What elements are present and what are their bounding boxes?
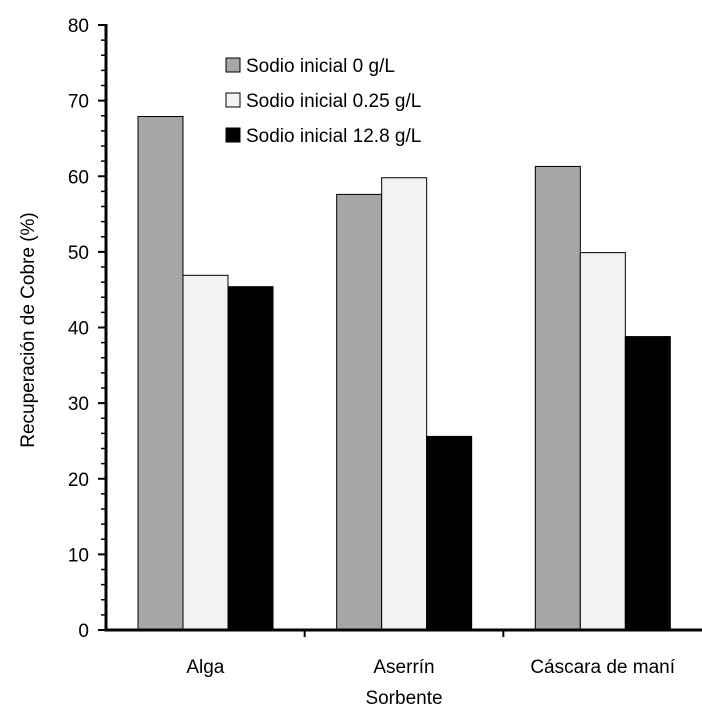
y-tick-label: 30 <box>68 394 89 415</box>
bar <box>625 337 670 630</box>
legend: Sodio inicial 0 g/L Sodio inicial 0.25 g/… <box>226 56 421 147</box>
x-tick-label: Aserrín <box>373 657 434 678</box>
bar <box>228 287 273 630</box>
bars-group <box>138 117 670 630</box>
x-tick-label: Alga <box>186 657 224 678</box>
y-tick-label: 40 <box>68 319 89 340</box>
y-tick-label: 50 <box>68 243 89 264</box>
x-axis-title: Sorbente <box>365 688 442 709</box>
y-tick-label: 80 <box>68 16 89 37</box>
legend-swatch <box>226 58 240 72</box>
legend-label: Sodio inicial 0.25 g/L <box>246 91 421 112</box>
legend-label: Sodio inicial 0 g/L <box>246 56 395 77</box>
y-tick-label: 70 <box>68 92 89 113</box>
x-tick-label: Cáscara de maní <box>530 657 675 678</box>
bar <box>580 253 625 630</box>
y-tick-label: 60 <box>68 167 89 188</box>
bar <box>427 436 472 630</box>
x-ticks-group: Alga Aserrín Cáscara de maní <box>186 630 675 678</box>
bar <box>337 194 382 630</box>
bar <box>183 275 228 630</box>
y-tick-label: 20 <box>68 470 89 491</box>
legend-swatch <box>226 128 240 142</box>
bar <box>382 178 427 630</box>
legend-label: Sodio inicial 12.8 g/L <box>246 126 421 147</box>
legend-swatch <box>226 93 240 107</box>
y-ticks-group: 0 10 20 30 40 50 60 70 80 <box>68 16 106 642</box>
y-tick-label: 0 <box>78 621 89 642</box>
bar <box>535 166 580 630</box>
y-tick-label: 10 <box>68 545 89 566</box>
bar <box>138 117 183 630</box>
y-axis-title: Recuperación de Cobre (%) <box>18 212 39 448</box>
